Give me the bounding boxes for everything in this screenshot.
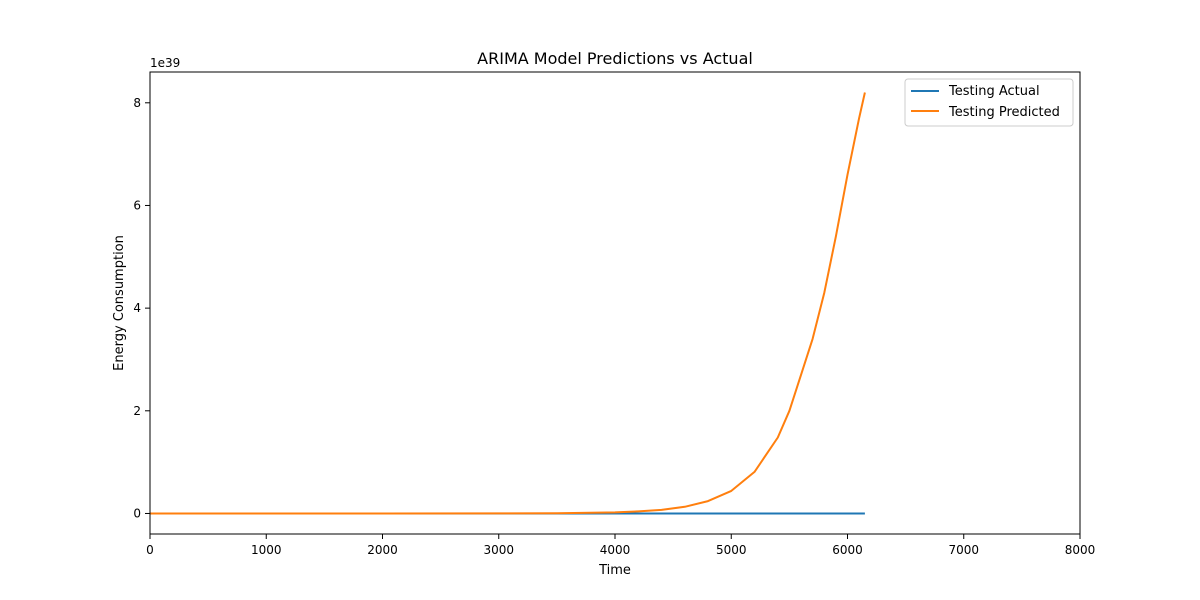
x-tick-label: 6000 xyxy=(832,543,863,557)
y-offset-text: 1e39 xyxy=(150,56,180,70)
chart-title: ARIMA Model Predictions vs Actual xyxy=(477,49,753,68)
y-tick-label: 6 xyxy=(133,198,141,212)
y-tick-label: 0 xyxy=(133,506,141,520)
x-tick-label: 5000 xyxy=(716,543,747,557)
x-tick-label: 7000 xyxy=(948,543,979,557)
y-tick-label: 2 xyxy=(133,404,141,418)
y-tick-label: 8 xyxy=(133,96,141,110)
legend-label-testing-predicted: Testing Predicted xyxy=(948,105,1060,120)
x-tick-label: 3000 xyxy=(483,543,514,557)
y-axis-label: Energy Consumption xyxy=(112,235,127,371)
series-line-testing-predicted xyxy=(150,92,866,515)
legend-label-testing-actual: Testing Actual xyxy=(948,84,1040,99)
x-tick-label: 1000 xyxy=(251,543,282,557)
plot-area-frame xyxy=(149,71,1081,535)
legend-box xyxy=(904,78,1074,127)
x-tick-label: 8000 xyxy=(1065,543,1096,557)
x-tick-label: 0 xyxy=(146,543,154,557)
y-tick-label: 4 xyxy=(133,301,141,315)
x-tick-label: 2000 xyxy=(367,543,398,557)
series-layer xyxy=(150,92,866,515)
x-axis-label: Time xyxy=(598,563,631,578)
x-tick-label: 4000 xyxy=(600,543,631,557)
legend: Testing Actual Testing Predicted xyxy=(904,78,1074,127)
y-axis-ticks: 0 2 4 6 8 xyxy=(133,96,150,520)
x-axis-ticks: 0 1000 2000 3000 4000 5000 6000 7000 8000 xyxy=(146,534,1095,557)
